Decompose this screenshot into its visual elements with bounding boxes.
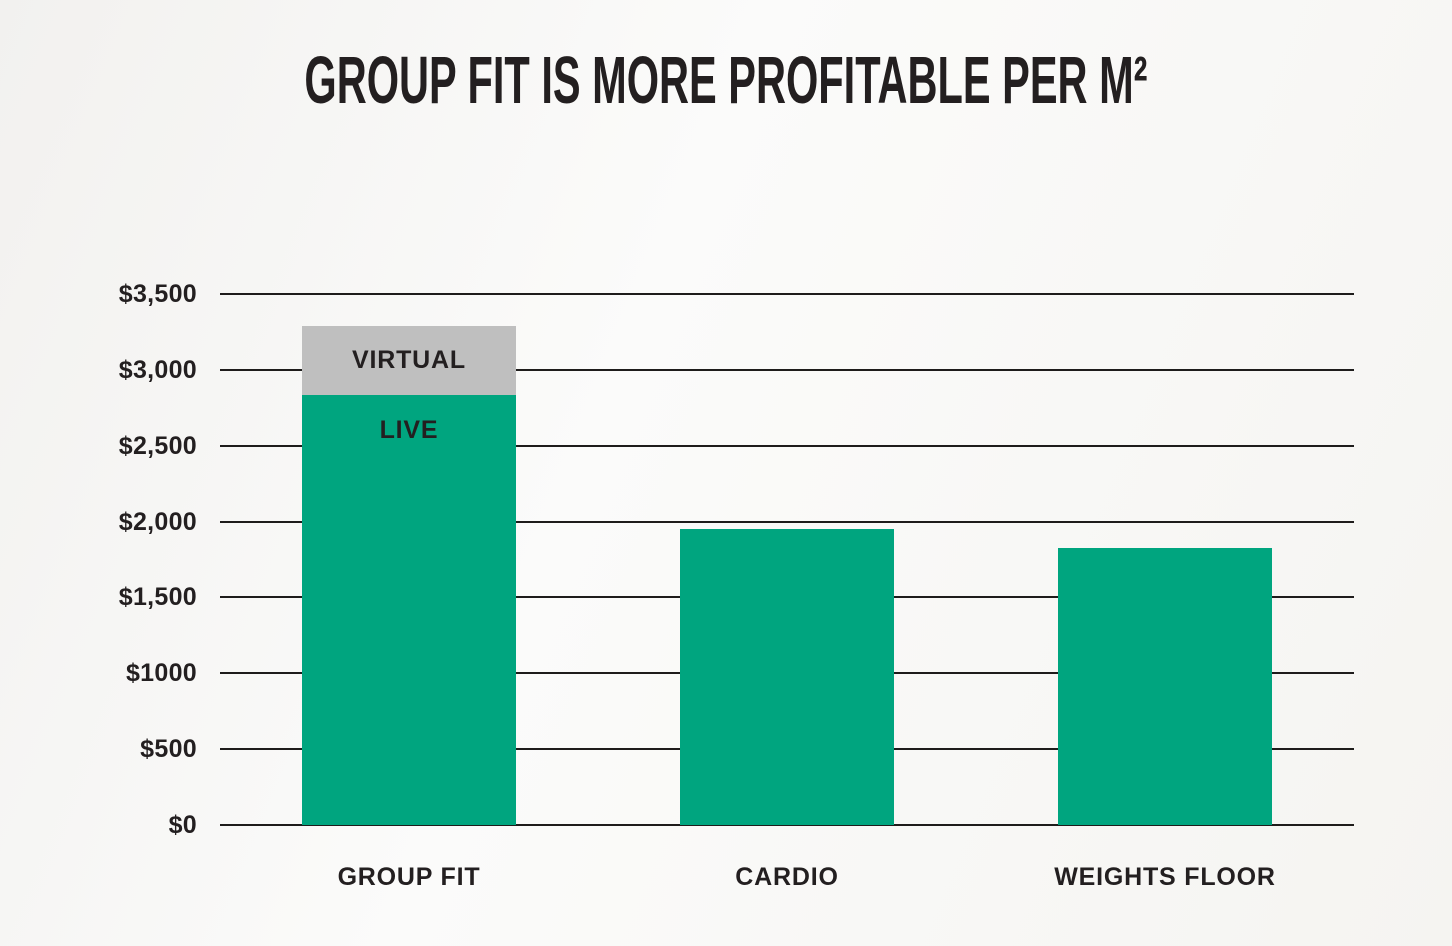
bar-segment-live-weights-floor [1058,548,1272,825]
y-axis-tick-label-2-500: $2,500 [118,431,197,460]
y-axis-tick-label-2-000: $2,000 [118,507,197,536]
gridline-3-500 [220,293,1354,295]
y-axis-tick-label-1-500: $1,500 [118,583,197,612]
x-axis-category-label-group-fit: GROUP FIT [337,863,481,891]
x-axis-category-label-cardio: CARDIO [735,863,839,891]
bar-segment-live-group-fit: LIVE [302,394,516,825]
y-axis-tick-label-3-500: $3,500 [118,280,197,308]
bar-segment-live-cardio [680,529,894,825]
chart-title: GROUP FIT IS MORE PROFITABLE PER M² [0,45,1452,117]
gridline-2-000 [220,520,1354,523]
y-axis-tick-label-500: $500 [140,735,197,764]
y-axis-tick-label-1000: $1000 [125,659,197,688]
y-axis-tick-label-0: $0 [168,811,197,839]
bar-segment-label-live: LIVE [379,415,439,444]
gridline-3-000 [220,368,1354,371]
x-axis-category-label-weights-floor: WEIGHTS FLOOR [1054,863,1276,891]
y-axis-tick-label-3-000: $3,000 [118,355,197,384]
chart-title-text: GROUP FIT IS MORE PROFITABLE PER M² [304,43,1148,119]
bar-segment-label-virtual: VIRTUAL [352,346,466,375]
gridline-0 [220,824,1354,826]
gridline-2-500 [220,444,1354,447]
bar-segment-virtual-group-fit: VIRTUAL [302,325,516,395]
